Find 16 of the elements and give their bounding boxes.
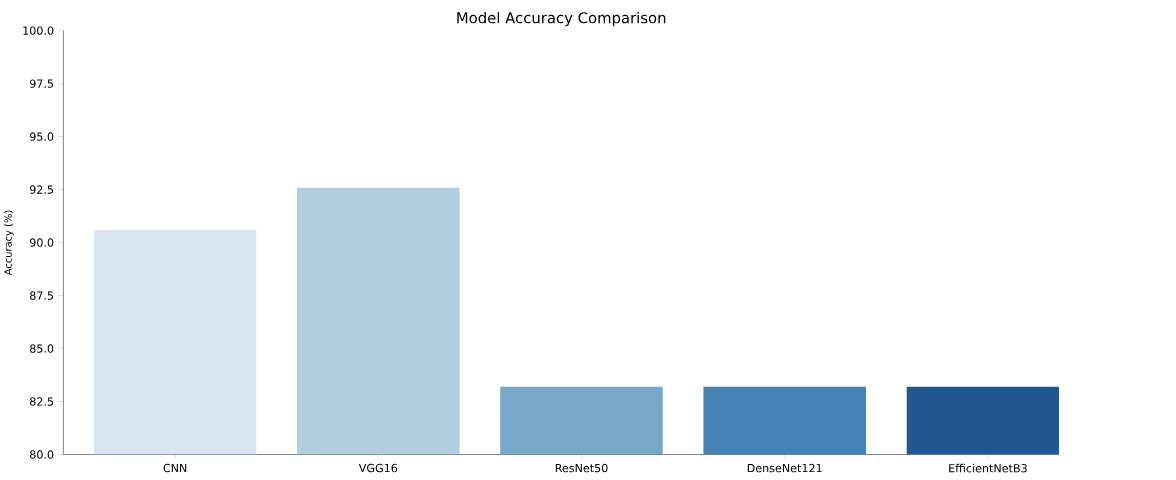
y-tick-label: 97.5 — [29, 79, 54, 89]
y-tick-label: 82.5 — [30, 397, 54, 406]
y-axis-title: Accuracy (%) — [4, 210, 14, 276]
x-tick-label: VGG16 — [358, 464, 398, 473]
y-tick-label: 80.0 — [30, 450, 54, 459]
x-tick-label: DenseNet121 — [747, 464, 822, 473]
x-tick-label: ResNet50 — [555, 464, 608, 473]
chart-title: Model Accuracy Comparison — [457, 12, 666, 27]
y-tick-label: 100.0 — [23, 26, 54, 36]
y-tick-label: 90.0 — [29, 238, 54, 247]
x-tick-label: CNN — [163, 464, 187, 473]
y-tick-label: 87.5 — [30, 291, 54, 300]
y-tick-label: 85.0 — [30, 344, 54, 353]
x-tick-label: EfficientNetB3 — [949, 464, 1027, 473]
y-tick-label: 92.5 — [29, 185, 54, 194]
y-tick-label: 95.0 — [29, 132, 54, 142]
